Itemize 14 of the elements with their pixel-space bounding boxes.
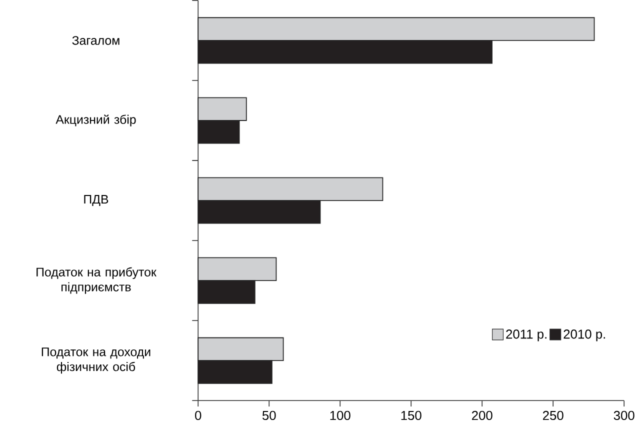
legend-label: 2011 р. [506, 329, 546, 342]
y-tick-label: Загалом [72, 36, 120, 45]
x-tick-label: 50 [262, 410, 276, 420]
x-tick-label: 250 [542, 410, 564, 420]
legend-label: 2010 р. [564, 329, 605, 342]
x-tick-label: 150 [401, 410, 422, 420]
x-tick-label: 0 [195, 410, 202, 420]
x-tick-label: 300 [614, 410, 634, 420]
x-tick-label: 100 [330, 410, 350, 420]
y-tick-label: Податок на доходи фізичних осіб [42, 347, 150, 374]
y-tick-label: Акцизний збір [56, 114, 136, 126]
y-tick-label: Податок на прибуток підприємств [36, 267, 156, 294]
x-tick-label: 200 [472, 410, 492, 420]
y-tick-label: ПДВ [84, 194, 108, 206]
